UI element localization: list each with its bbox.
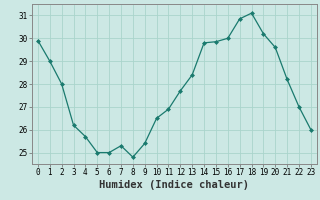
X-axis label: Humidex (Indice chaleur): Humidex (Indice chaleur)	[100, 180, 249, 190]
